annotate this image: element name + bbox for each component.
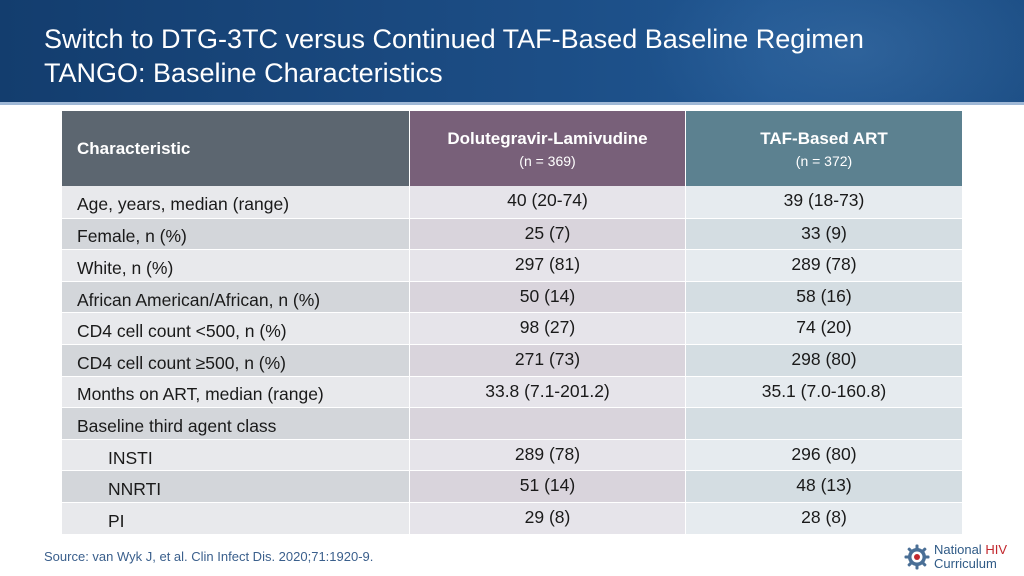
dtg-value: 50 (14) [409,281,685,313]
dtg-value [409,408,685,439]
table-row: NNRTI 51 (14) 48 (13) [62,470,962,502]
row-label: INSTI [62,439,409,471]
dtg-value: 33.8 (7.1-201.2) [409,376,685,408]
dtg-value: 289 (78) [409,439,685,471]
slide-title: Switch to DTG-3TC versus Continued TAF-B… [44,22,864,90]
taf-value: 298 (80) [685,344,962,376]
row-label: CD4 cell count <500, n (%) [62,313,409,344]
row-label: CD4 cell count ≥500, n (%) [62,344,409,376]
table-row: Age, years, median (range) 40 (20-74) 39… [62,186,962,218]
taf-value: 48 (13) [685,471,962,502]
row-label: African American/African, n (%) [62,281,409,313]
taf-value: 289 (78) [685,250,962,281]
source-citation: Source: van Wyk J, et al. Clin Infect Di… [44,549,374,564]
header-characteristic: Characteristic [62,111,409,186]
taf-value: 28 (8) [685,502,962,534]
header-taf-arm: TAF-Based ART (n = 372) [685,111,962,186]
dtg-value: 40 (20-74) [409,186,685,218]
taf-value: 58 (16) [685,281,962,313]
table-row: Female, n (%) 25 (7) 33 (9) [62,217,962,250]
table-row: Months on ART, median (range) 33.8 (7.1-… [62,375,962,408]
table-row: CD4 cell count <500, n (%) 98 (27) 74 (2… [62,312,962,344]
logo-wordmark: National HIV Curriculum [934,543,1007,571]
dtg-value: 271 (73) [409,344,685,376]
baseline-characteristics-table: Characteristic Dolutegravir-Lamivudine (… [62,111,962,534]
dtg-value: 297 (81) [409,250,685,281]
table-row: White, n (%) 297 (81) 289 (78) [62,249,962,281]
row-label: NNRTI [62,471,409,502]
table-row: African American/African, n (%) 50 (14) … [62,280,962,313]
logo-word-hiv: HIV [985,542,1007,557]
taf-value: 33 (9) [685,218,962,250]
logo-word-national: National [934,542,982,557]
header-taf-name: TAF-Based ART [760,128,888,148]
logo-gear-icon [904,544,930,570]
row-label: Baseline third agent class [62,408,409,439]
table-row: CD4 cell count ≥500, n (%) 271 (73) 298 … [62,343,962,376]
dtg-value: 25 (7) [409,218,685,250]
dtg-value: 29 (8) [409,502,685,534]
taf-value: 74 (20) [685,313,962,344]
header-divider [0,102,1024,105]
header-dtg-arm: Dolutegravir-Lamivudine (n = 369) [409,111,685,186]
row-label: PI [62,502,409,534]
title-banner: Switch to DTG-3TC versus Continued TAF-B… [0,0,1024,102]
row-label: Months on ART, median (range) [62,376,409,408]
slide-title-line2: TANGO: Baseline Characteristics [44,58,443,88]
table-row: INSTI 289 (78) 296 (80) [62,438,962,471]
header-dtg-name: Dolutegravir-Lamivudine [447,128,648,148]
dtg-value: 51 (14) [409,471,685,502]
table-row: Baseline third agent class [62,407,962,439]
national-hiv-curriculum-logo: National HIV Curriculum [903,541,1019,573]
slide-title-line1: Switch to DTG-3TC versus Continued TAF-B… [44,24,864,54]
header-characteristic-label: Characteristic [77,138,191,158]
logo-word-curriculum: Curriculum [934,556,997,571]
taf-value: 296 (80) [685,439,962,471]
row-label: Female, n (%) [62,218,409,250]
row-label: White, n (%) [62,250,409,281]
table-header-row: Characteristic Dolutegravir-Lamivudine (… [62,111,962,186]
row-label: Age, years, median (range) [62,186,409,218]
taf-value [685,408,962,439]
taf-value: 35.1 (7.0-160.8) [685,376,962,408]
table-row: PI 29 (8) 28 (8) [62,501,962,534]
header-dtg-n: (n = 369) [519,152,576,169]
dtg-value: 98 (27) [409,313,685,344]
taf-value: 39 (18-73) [685,186,962,218]
header-taf-n: (n = 372) [795,152,853,169]
